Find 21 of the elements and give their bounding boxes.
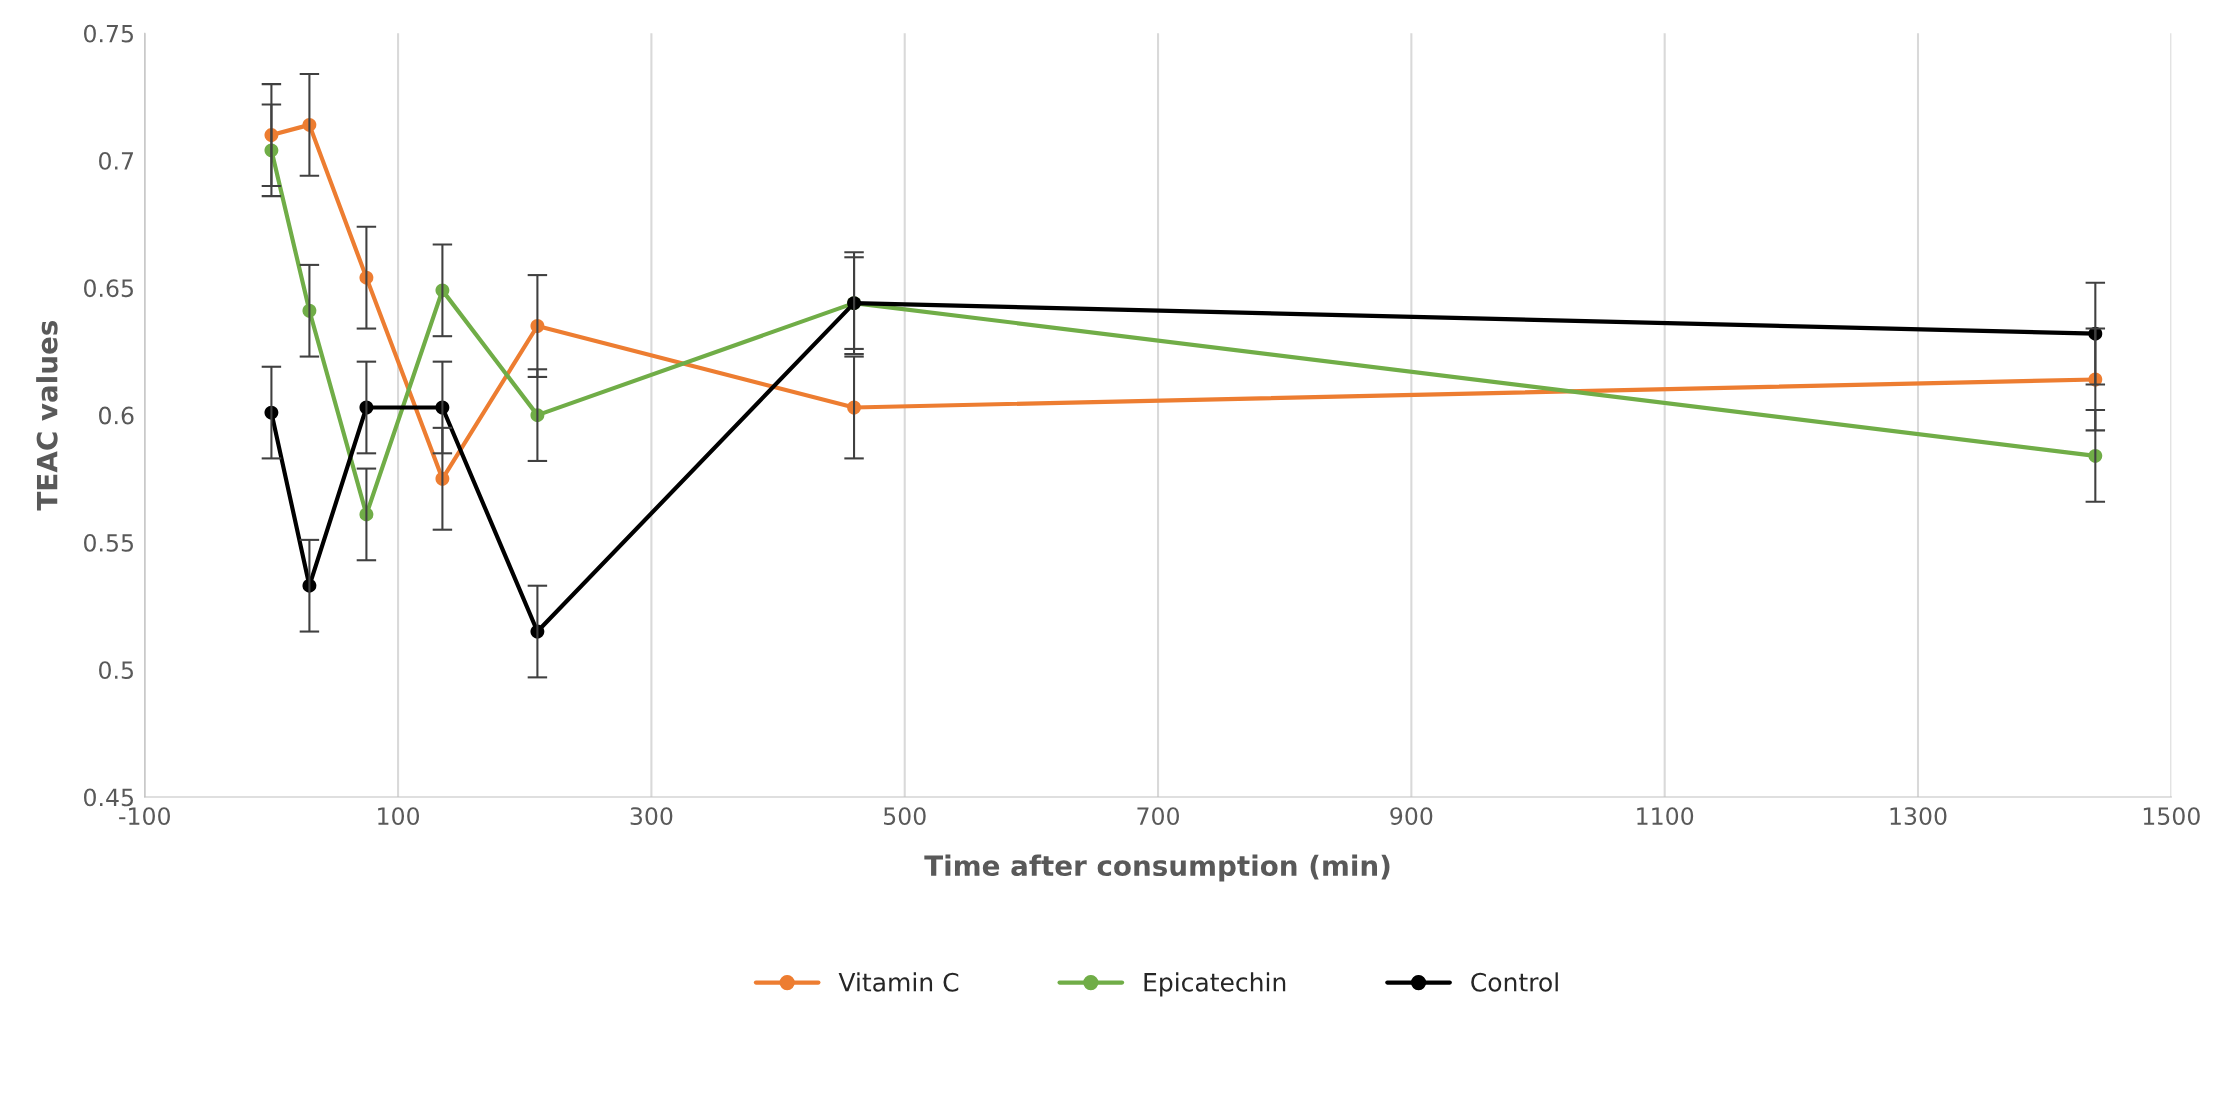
y-tick-label: 0.6 bbox=[99, 406, 134, 425]
x-tick-label: 500 bbox=[884, 807, 926, 826]
x-tick-label: 1500 bbox=[2143, 807, 2200, 826]
x-tick-label: 1100 bbox=[1637, 807, 1694, 826]
legend-label: Vitamin C bbox=[838, 972, 959, 992]
y-tick-label: 0.55 bbox=[84, 533, 133, 552]
x-tick-label: -100 bbox=[119, 807, 170, 826]
x-tick-label: 900 bbox=[1390, 807, 1433, 826]
x-axis-title: Time after consumption (min) bbox=[924, 854, 1390, 882]
x-tick-label: 300 bbox=[630, 807, 673, 826]
y-tick-label: 0.5 bbox=[99, 661, 133, 680]
y-tick-label: 0.75 bbox=[84, 24, 133, 43]
x-tick-label: 100 bbox=[378, 807, 420, 826]
legend-label: Epicatechin bbox=[1144, 972, 1286, 997]
y-tick-label: 0.65 bbox=[84, 279, 133, 298]
y-tick-label: 0.7 bbox=[99, 151, 134, 170]
x-tick-label: 1300 bbox=[1890, 807, 1947, 826]
y-axis-title: TEAC values bbox=[36, 320, 58, 511]
y-tick-label: 0.45 bbox=[84, 788, 133, 807]
x-tick-label: 700 bbox=[1137, 807, 1180, 826]
legend-label: Control bbox=[1471, 972, 1558, 992]
